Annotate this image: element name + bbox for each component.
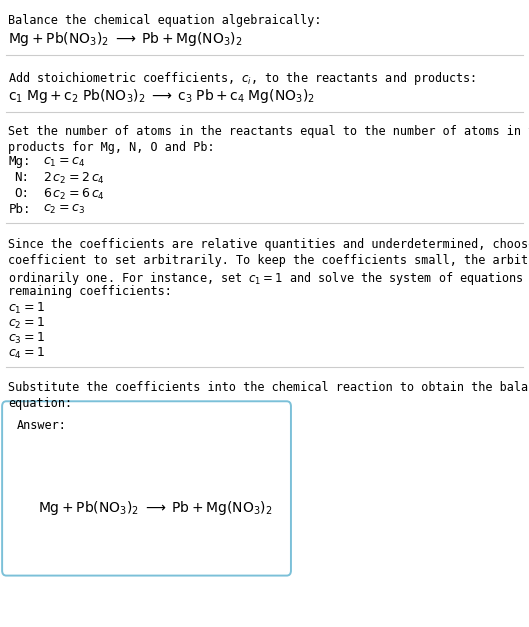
Text: $\rm Mg + Pb(NO_3)_2 \;\longrightarrow\; Pb + Mg(NO_3)_2$: $\rm Mg + Pb(NO_3)_2 \;\longrightarrow\;… [38,499,272,517]
FancyBboxPatch shape [2,401,291,576]
Text: $c_2 = 1$: $c_2 = 1$ [8,316,45,331]
Text: Answer:: Answer: [17,419,67,432]
Text: Substitute the coefficients into the chemical reaction to obtain the balanced: Substitute the coefficients into the che… [8,381,529,394]
Text: Balance the chemical equation algebraically:: Balance the chemical equation algebraica… [8,14,322,27]
Text: O:: O: [14,187,29,200]
Text: $c_2 = c_3$: $c_2 = c_3$ [43,203,85,216]
Text: $\rm c_1\;Mg + c_2\;Pb(NO_3)_2 \;\longrightarrow\; c_3\;Pb + c_4\;Mg(NO_3)_2$: $\rm c_1\;Mg + c_2\;Pb(NO_3)_2 \;\longri… [8,87,315,105]
Text: Mg:: Mg: [8,155,31,169]
Text: $6\,c_2 = 6\,c_4$: $6\,c_2 = 6\,c_4$ [43,187,105,202]
Text: equation:: equation: [8,397,72,410]
Text: remaining coefficients:: remaining coefficients: [8,285,172,298]
Text: Add stoichiometric coefficients, $c_i$, to the reactants and products:: Add stoichiometric coefficients, $c_i$, … [8,70,477,87]
Text: products for Mg, N, O and Pb:: products for Mg, N, O and Pb: [8,141,215,154]
Text: Set the number of atoms in the reactants equal to the number of atoms in the: Set the number of atoms in the reactants… [8,125,529,139]
Text: coefficient to set arbitrarily. To keep the coefficients small, the arbitrary va: coefficient to set arbitrarily. To keep … [8,254,529,267]
Text: ordinarily one. For instance, set $c_1 = 1$ and solve the system of equations fo: ordinarily one. For instance, set $c_1 =… [8,270,529,287]
Text: $c_1 = 1$: $c_1 = 1$ [8,301,45,316]
Text: Since the coefficients are relative quantities and underdetermined, choose a: Since the coefficients are relative quan… [8,238,529,251]
Text: $c_3 = 1$: $c_3 = 1$ [8,331,45,346]
Text: $2\,c_2 = 2\,c_4$: $2\,c_2 = 2\,c_4$ [43,171,105,186]
Text: N:: N: [14,171,29,184]
Text: $c_4 = 1$: $c_4 = 1$ [8,346,45,361]
Text: $c_1 = c_4$: $c_1 = c_4$ [43,155,85,169]
Text: Pb:: Pb: [8,203,31,216]
Text: $\rm Mg + Pb(NO_3)_2 \;\longrightarrow\; Pb + Mg(NO_3)_2$: $\rm Mg + Pb(NO_3)_2 \;\longrightarrow\;… [8,30,243,48]
